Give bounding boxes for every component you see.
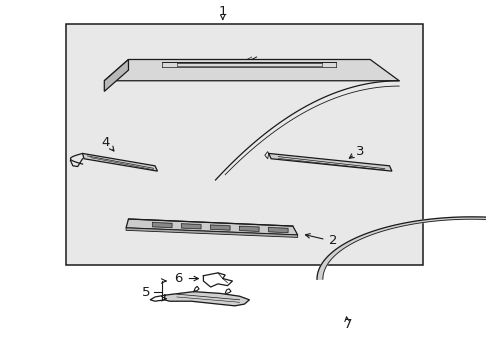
Text: 6: 6 [174, 272, 182, 285]
Polygon shape [239, 226, 259, 231]
Bar [65, 24, 423, 265]
Text: 5: 5 [142, 286, 150, 299]
Polygon shape [104, 59, 398, 81]
Polygon shape [316, 217, 488, 279]
Polygon shape [268, 228, 287, 233]
Polygon shape [181, 224, 201, 229]
Text: 1: 1 [218, 5, 226, 18]
Text: 2: 2 [328, 234, 337, 247]
Text: 3: 3 [355, 145, 364, 158]
Text: 4: 4 [102, 136, 110, 149]
Polygon shape [126, 219, 297, 235]
Polygon shape [268, 153, 391, 171]
Polygon shape [126, 228, 297, 238]
Text: 7: 7 [344, 318, 352, 331]
Polygon shape [164, 292, 249, 306]
Polygon shape [152, 222, 172, 228]
Polygon shape [210, 225, 229, 230]
Polygon shape [104, 59, 128, 91]
Polygon shape [82, 153, 157, 171]
